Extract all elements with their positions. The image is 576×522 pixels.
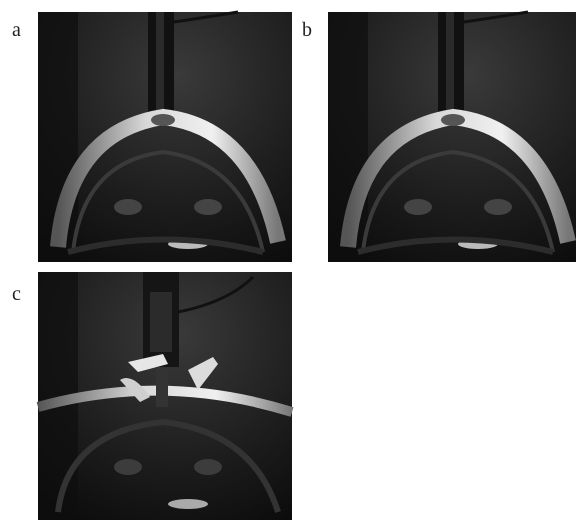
photo	[38, 12, 292, 262]
figure: a b c	[0, 0, 576, 522]
photo	[38, 272, 292, 520]
panel-label: b	[302, 19, 312, 41]
page: a b c (() => { const data = JSON.parse(d…	[0, 0, 576, 522]
panel-label: a	[12, 19, 21, 41]
photo	[328, 12, 576, 262]
panel-label: c	[12, 283, 21, 305]
